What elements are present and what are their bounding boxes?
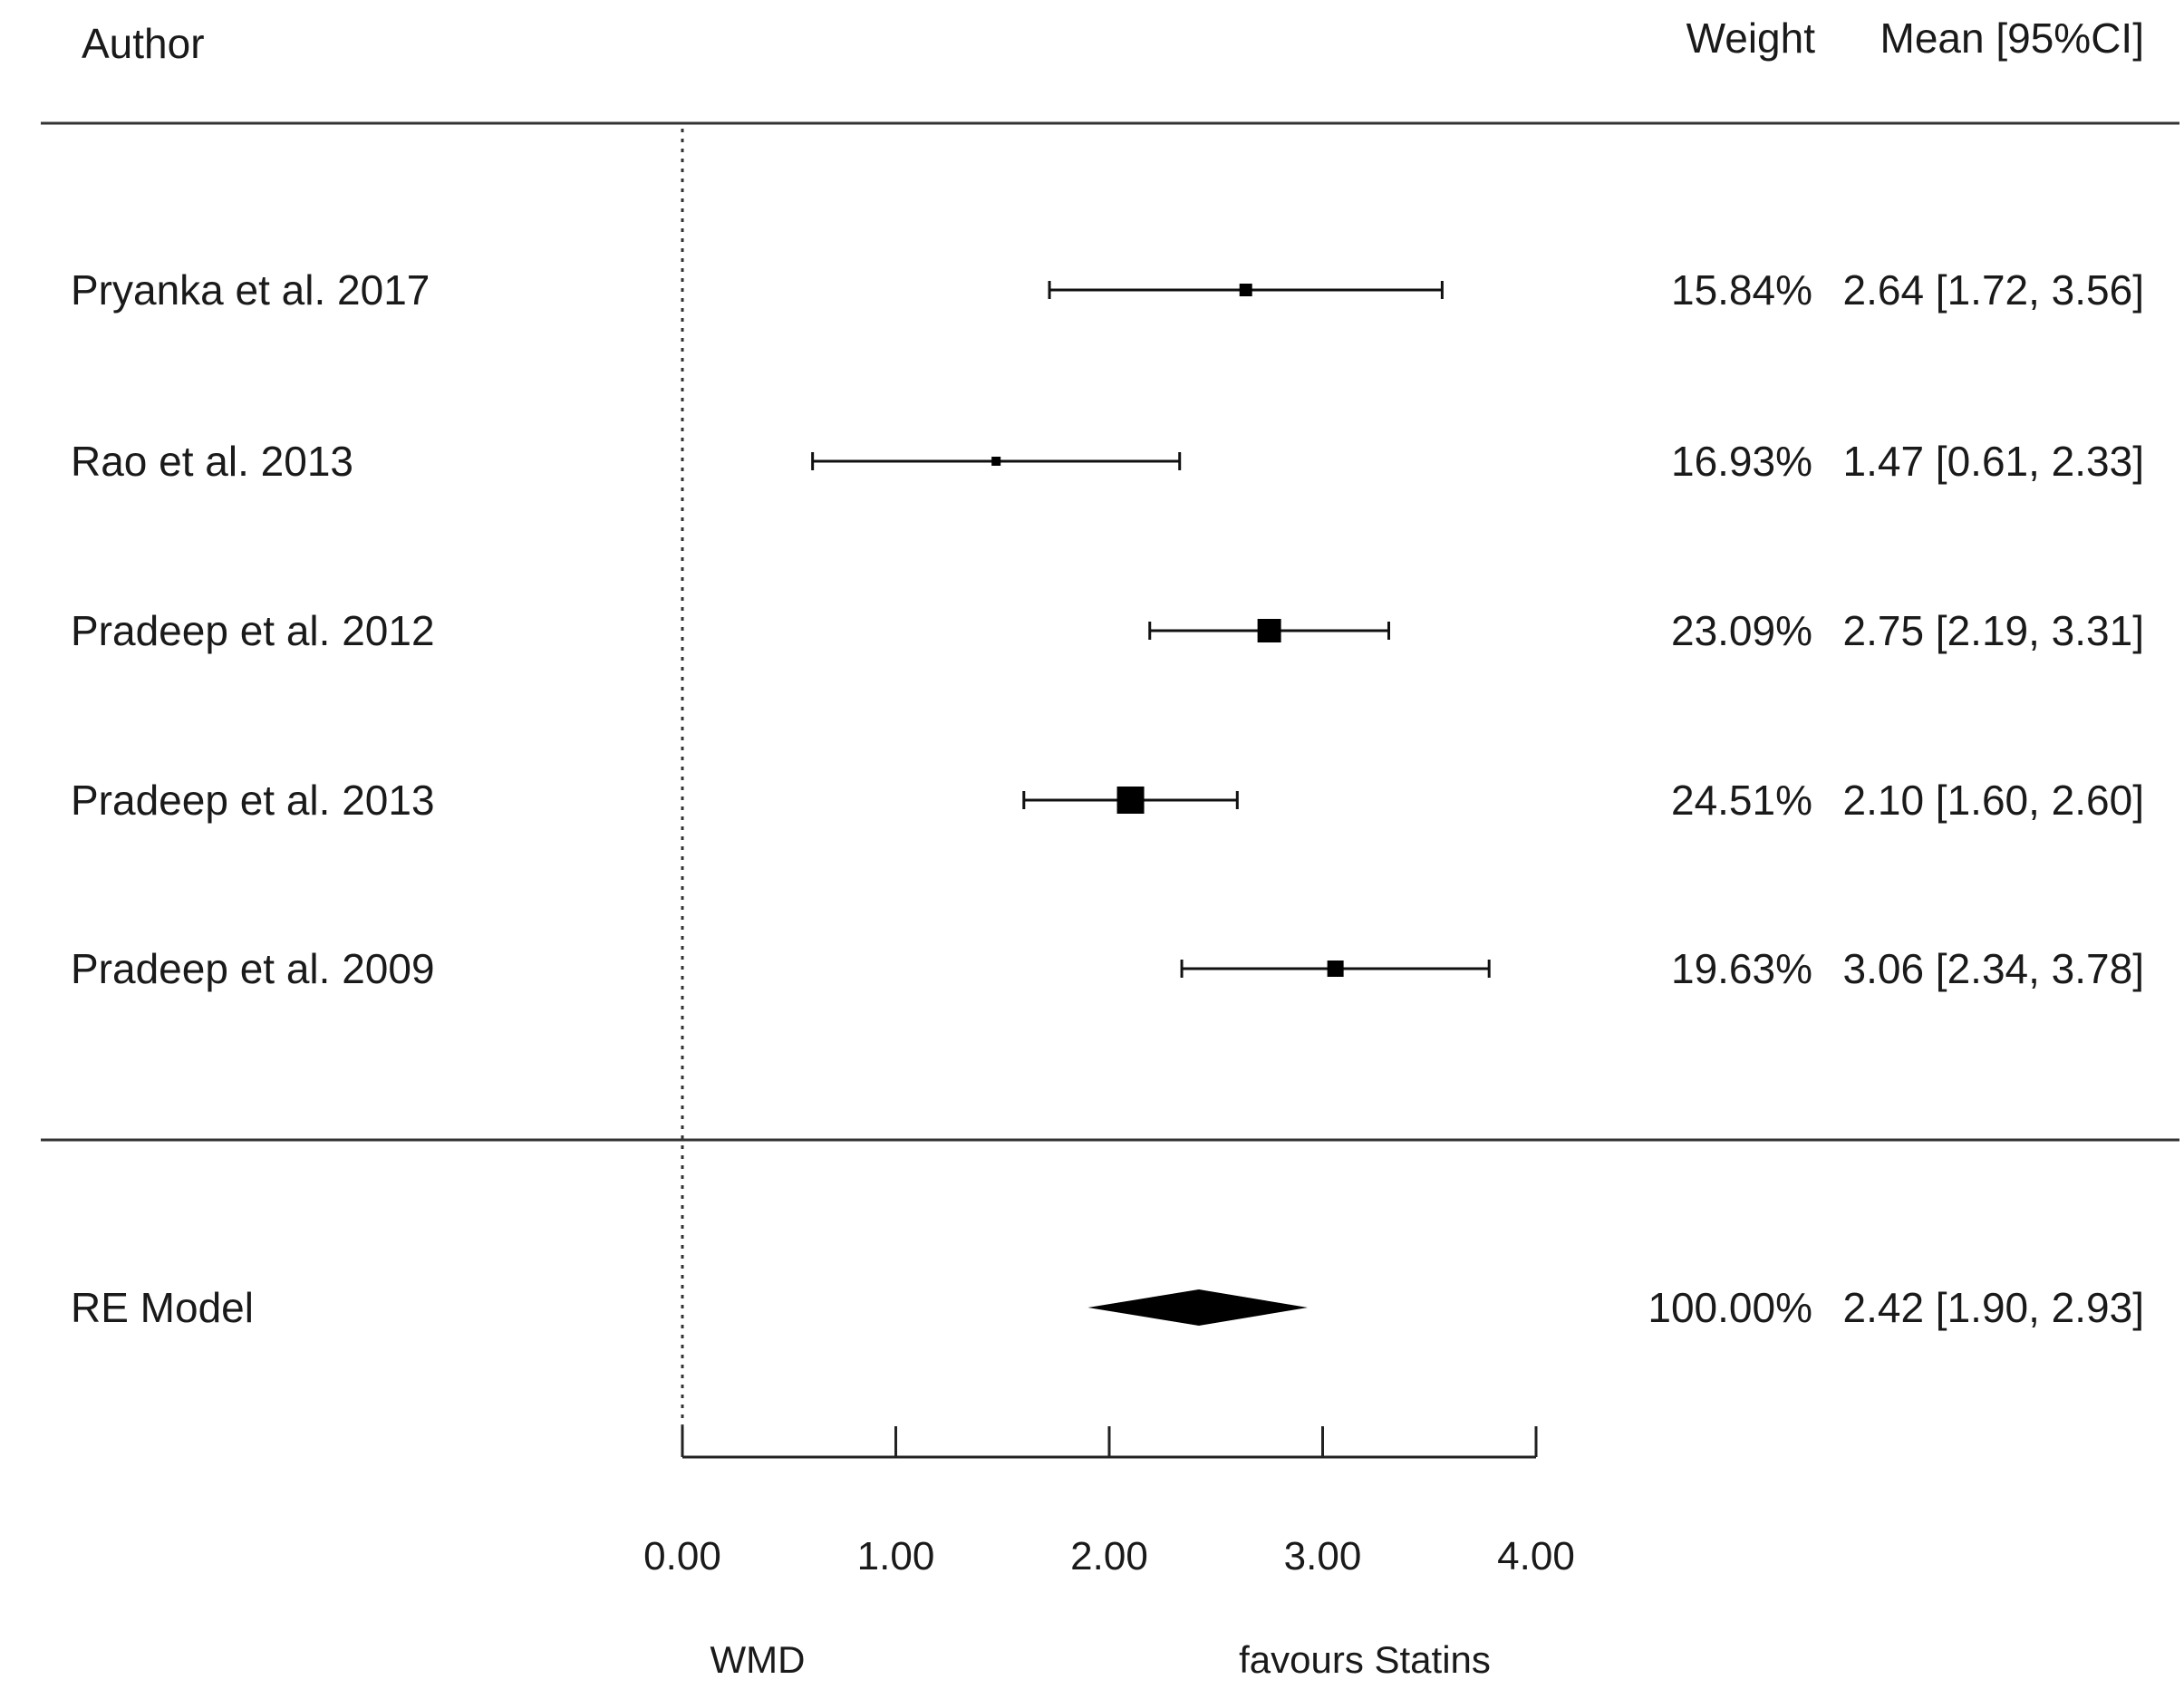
x-tick-label: 1.00 <box>857 1534 935 1578</box>
summary-row: RE Model 100.00% 2.42 [1.90, 2.93] <box>71 1284 2144 1331</box>
weight-value: 24.51% <box>1671 777 1812 824</box>
x-tick-label: 3.00 <box>1284 1534 1362 1578</box>
ci-value: 3.06 [2.34, 3.78] <box>1843 945 2145 992</box>
axis-label-right: favours Statins <box>1239 1638 1491 1681</box>
weight-value: 23.09% <box>1671 607 1812 654</box>
weight-value: 15.84% <box>1671 266 1812 314</box>
study-rows: Pryanka et al. 2017 15.84% 2.64 [1.72, 3.5… <box>71 266 2144 992</box>
header-author: Author <box>82 20 205 67</box>
ci-value: 2.75 [2.19, 3.31] <box>1843 607 2145 654</box>
point-estimate <box>991 457 1001 466</box>
study-label: Pradeep et al. 2012 <box>71 607 435 654</box>
study-row: Pradeep et al. 2013 24.51% 2.10 [1.60, 2.6… <box>71 777 2144 824</box>
axis-label-left: WMD <box>710 1638 806 1681</box>
study-row: Pryanka et al. 2017 15.84% 2.64 [1.72, 3.5… <box>71 266 2144 314</box>
summary-diamond <box>1087 1289 1309 1326</box>
point-estimate <box>1239 284 1252 296</box>
point-estimate <box>1327 961 1344 977</box>
point-estimate <box>1257 619 1281 642</box>
study-label: Pradeep et al. 2009 <box>71 945 435 992</box>
ci-value: 2.10 [1.60, 2.60] <box>1843 777 2145 824</box>
header-weight: Weight <box>1686 14 1816 62</box>
study-label: Pryanka et al. 2017 <box>71 266 430 314</box>
study-label: Pradeep et al. 2013 <box>71 777 435 824</box>
x-tick-label: 0.00 <box>643 1534 721 1578</box>
ci-value: 1.47 [0.61, 2.33] <box>1843 438 2145 485</box>
x-tick-label: 2.00 <box>1070 1534 1148 1578</box>
summary-ci: 2.42 [1.90, 2.93] <box>1843 1284 2145 1331</box>
weight-value: 19.63% <box>1671 945 1812 992</box>
study-row: Rao et al. 2013 16.93% 1.47 [0.61, 2.33] <box>71 438 2144 485</box>
weight-value: 16.93% <box>1671 438 1812 485</box>
x-tick-label: 4.00 <box>1497 1534 1575 1578</box>
study-row: Pradeep et al. 2009 19.63% 3.06 [2.34, 3.7… <box>71 945 2144 992</box>
study-row: Pradeep et al. 2012 23.09% 2.75 [2.19, 3.3… <box>71 607 2144 654</box>
summary-weight: 100.00% <box>1648 1284 1812 1331</box>
study-label: Rao et al. 2013 <box>71 438 353 485</box>
ci-value: 2.64 [1.72, 3.56] <box>1843 266 2145 314</box>
summary-label: RE Model <box>71 1284 254 1331</box>
header-mean-ci: Mean [95%CI] <box>1880 14 2144 62</box>
point-estimate <box>1116 787 1145 814</box>
x-axis: 0.00 1.00 2.00 3.00 4.00 <box>643 1426 1575 1578</box>
